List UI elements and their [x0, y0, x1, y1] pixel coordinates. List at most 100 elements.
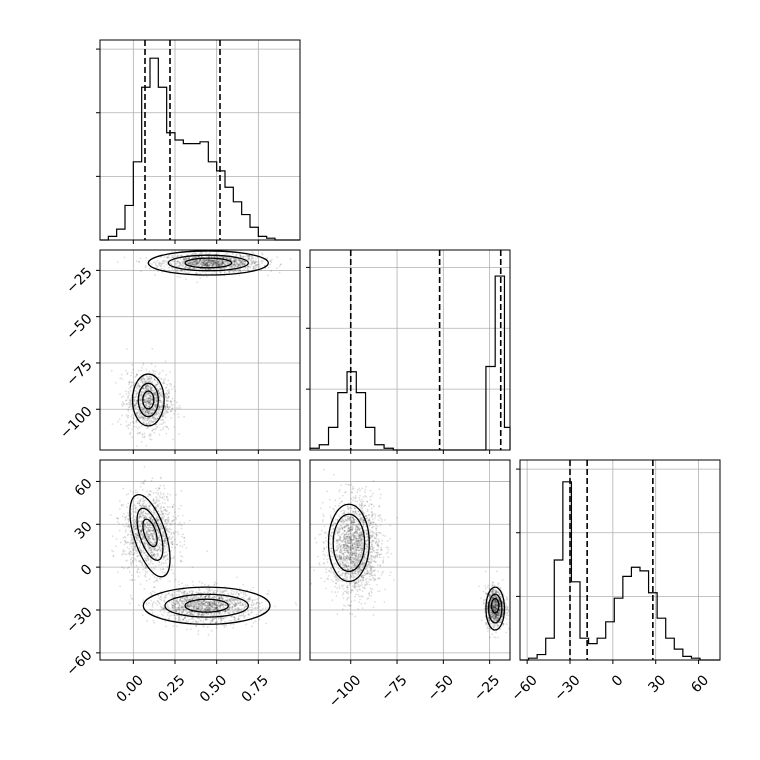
scatter-point: [252, 603, 255, 606]
scatter-point: [134, 511, 136, 514]
scatter-point: [233, 605, 236, 607]
scatter-point: [161, 415, 164, 418]
scatter-point: [156, 383, 159, 386]
scatter-point: [127, 408, 129, 411]
scatter-point: [206, 606, 209, 609]
scatter-point: [213, 603, 216, 605]
scatter-point: [147, 397, 150, 400]
scatter-point: [231, 589, 233, 592]
scatter-point: [155, 516, 158, 518]
scatter-point: [148, 530, 150, 532]
scatter-point: [143, 505, 146, 507]
scatter-point: [118, 529, 121, 532]
scatter-point: [142, 517, 145, 519]
y-tick-label: −75: [63, 357, 95, 389]
scatter-point: [166, 256, 169, 259]
scatter-point: [191, 261, 194, 264]
scatter-point: [185, 596, 188, 599]
scatter-point: [145, 402, 148, 405]
scatter-point: [193, 605, 196, 608]
scatter-point: [217, 260, 220, 263]
scatter-point: [205, 261, 207, 264]
scatter-point: [138, 413, 141, 416]
scatter-point: [198, 264, 200, 267]
axes-frame: [99, 249, 301, 451]
scatter-point: [149, 416, 151, 419]
hist-bar: [338, 393, 347, 450]
scatter-point: [137, 575, 140, 578]
scatter-point: [194, 262, 197, 265]
scatter-point: [141, 488, 144, 491]
scatter-point: [159, 602, 161, 605]
scatter-point: [134, 548, 137, 551]
scatter-point: [205, 251, 207, 254]
scatter-point: [162, 380, 165, 383]
scatter-point: [183, 543, 186, 546]
scatter-point: [154, 365, 157, 368]
scatter-point: [152, 554, 155, 557]
scatter-point: [147, 386, 150, 388]
scatter-point: [152, 407, 155, 409]
scatter-point: [129, 385, 132, 388]
scatter-point: [153, 553, 156, 555]
scatter-point: [138, 517, 140, 520]
scatter-point: [154, 263, 157, 265]
scatter-point: [139, 529, 142, 532]
scatter-point: [134, 533, 137, 535]
scatter-point: [131, 542, 133, 545]
scatter-point: [195, 256, 197, 258]
scatter-point: [147, 392, 150, 394]
scatter-point: [197, 261, 200, 264]
scatter-point: [133, 542, 136, 544]
scatter-point: [192, 262, 194, 265]
scatter-point: [150, 362, 153, 365]
scatter-point: [142, 535, 145, 537]
scatter-point: [227, 270, 230, 273]
scatter-point: [160, 256, 163, 258]
scatter-point: [186, 596, 189, 598]
scatter-point: [140, 523, 143, 526]
scatter-point: [225, 253, 227, 256]
scatter-point: [178, 607, 180, 609]
scatter-point: [111, 423, 114, 425]
scatter-point: [133, 389, 136, 392]
scatter-point: [254, 268, 256, 270]
scatter-point: [165, 528, 167, 531]
scatter-point: [175, 608, 177, 611]
scatter-point: [198, 259, 201, 262]
scatter-point: [264, 607, 267, 609]
scatter-point: [158, 548, 160, 551]
hist-panel-0: [96, 39, 301, 241]
scatter-point: [207, 265, 210, 268]
scatter-point: [151, 555, 154, 558]
scatter-point: [164, 535, 167, 538]
scatter-point: [188, 618, 190, 621]
scatter-point: [137, 537, 139, 540]
scatter-point: [166, 393, 168, 395]
scatter-point: [146, 388, 149, 390]
scatter-point: [245, 605, 248, 608]
scatter-point: [201, 265, 204, 267]
scatter-point: [213, 260, 215, 262]
scatter-point: [149, 399, 152, 402]
scatter-point: [234, 608, 237, 611]
scatter-point: [155, 396, 158, 398]
scatter-point: [179, 407, 182, 409]
scatter-point: [182, 602, 185, 605]
scatter-point: [142, 550, 144, 553]
scatter-point: [121, 378, 123, 380]
scatter-point: [208, 608, 210, 611]
scatter-point: [214, 265, 217, 267]
scatter-point: [243, 598, 246, 600]
scatter-point: [202, 263, 205, 266]
scatter-point: [221, 624, 224, 626]
scatter-point: [140, 530, 142, 533]
scatter-point: [147, 411, 150, 414]
scatter-point: [211, 605, 214, 608]
scatter-point: [135, 390, 138, 393]
scatter-point: [162, 412, 165, 415]
scatter-point: [144, 575, 147, 578]
scatter-point: [135, 404, 138, 406]
scatter-point: [185, 547, 188, 549]
scatter-point: [186, 272, 189, 274]
